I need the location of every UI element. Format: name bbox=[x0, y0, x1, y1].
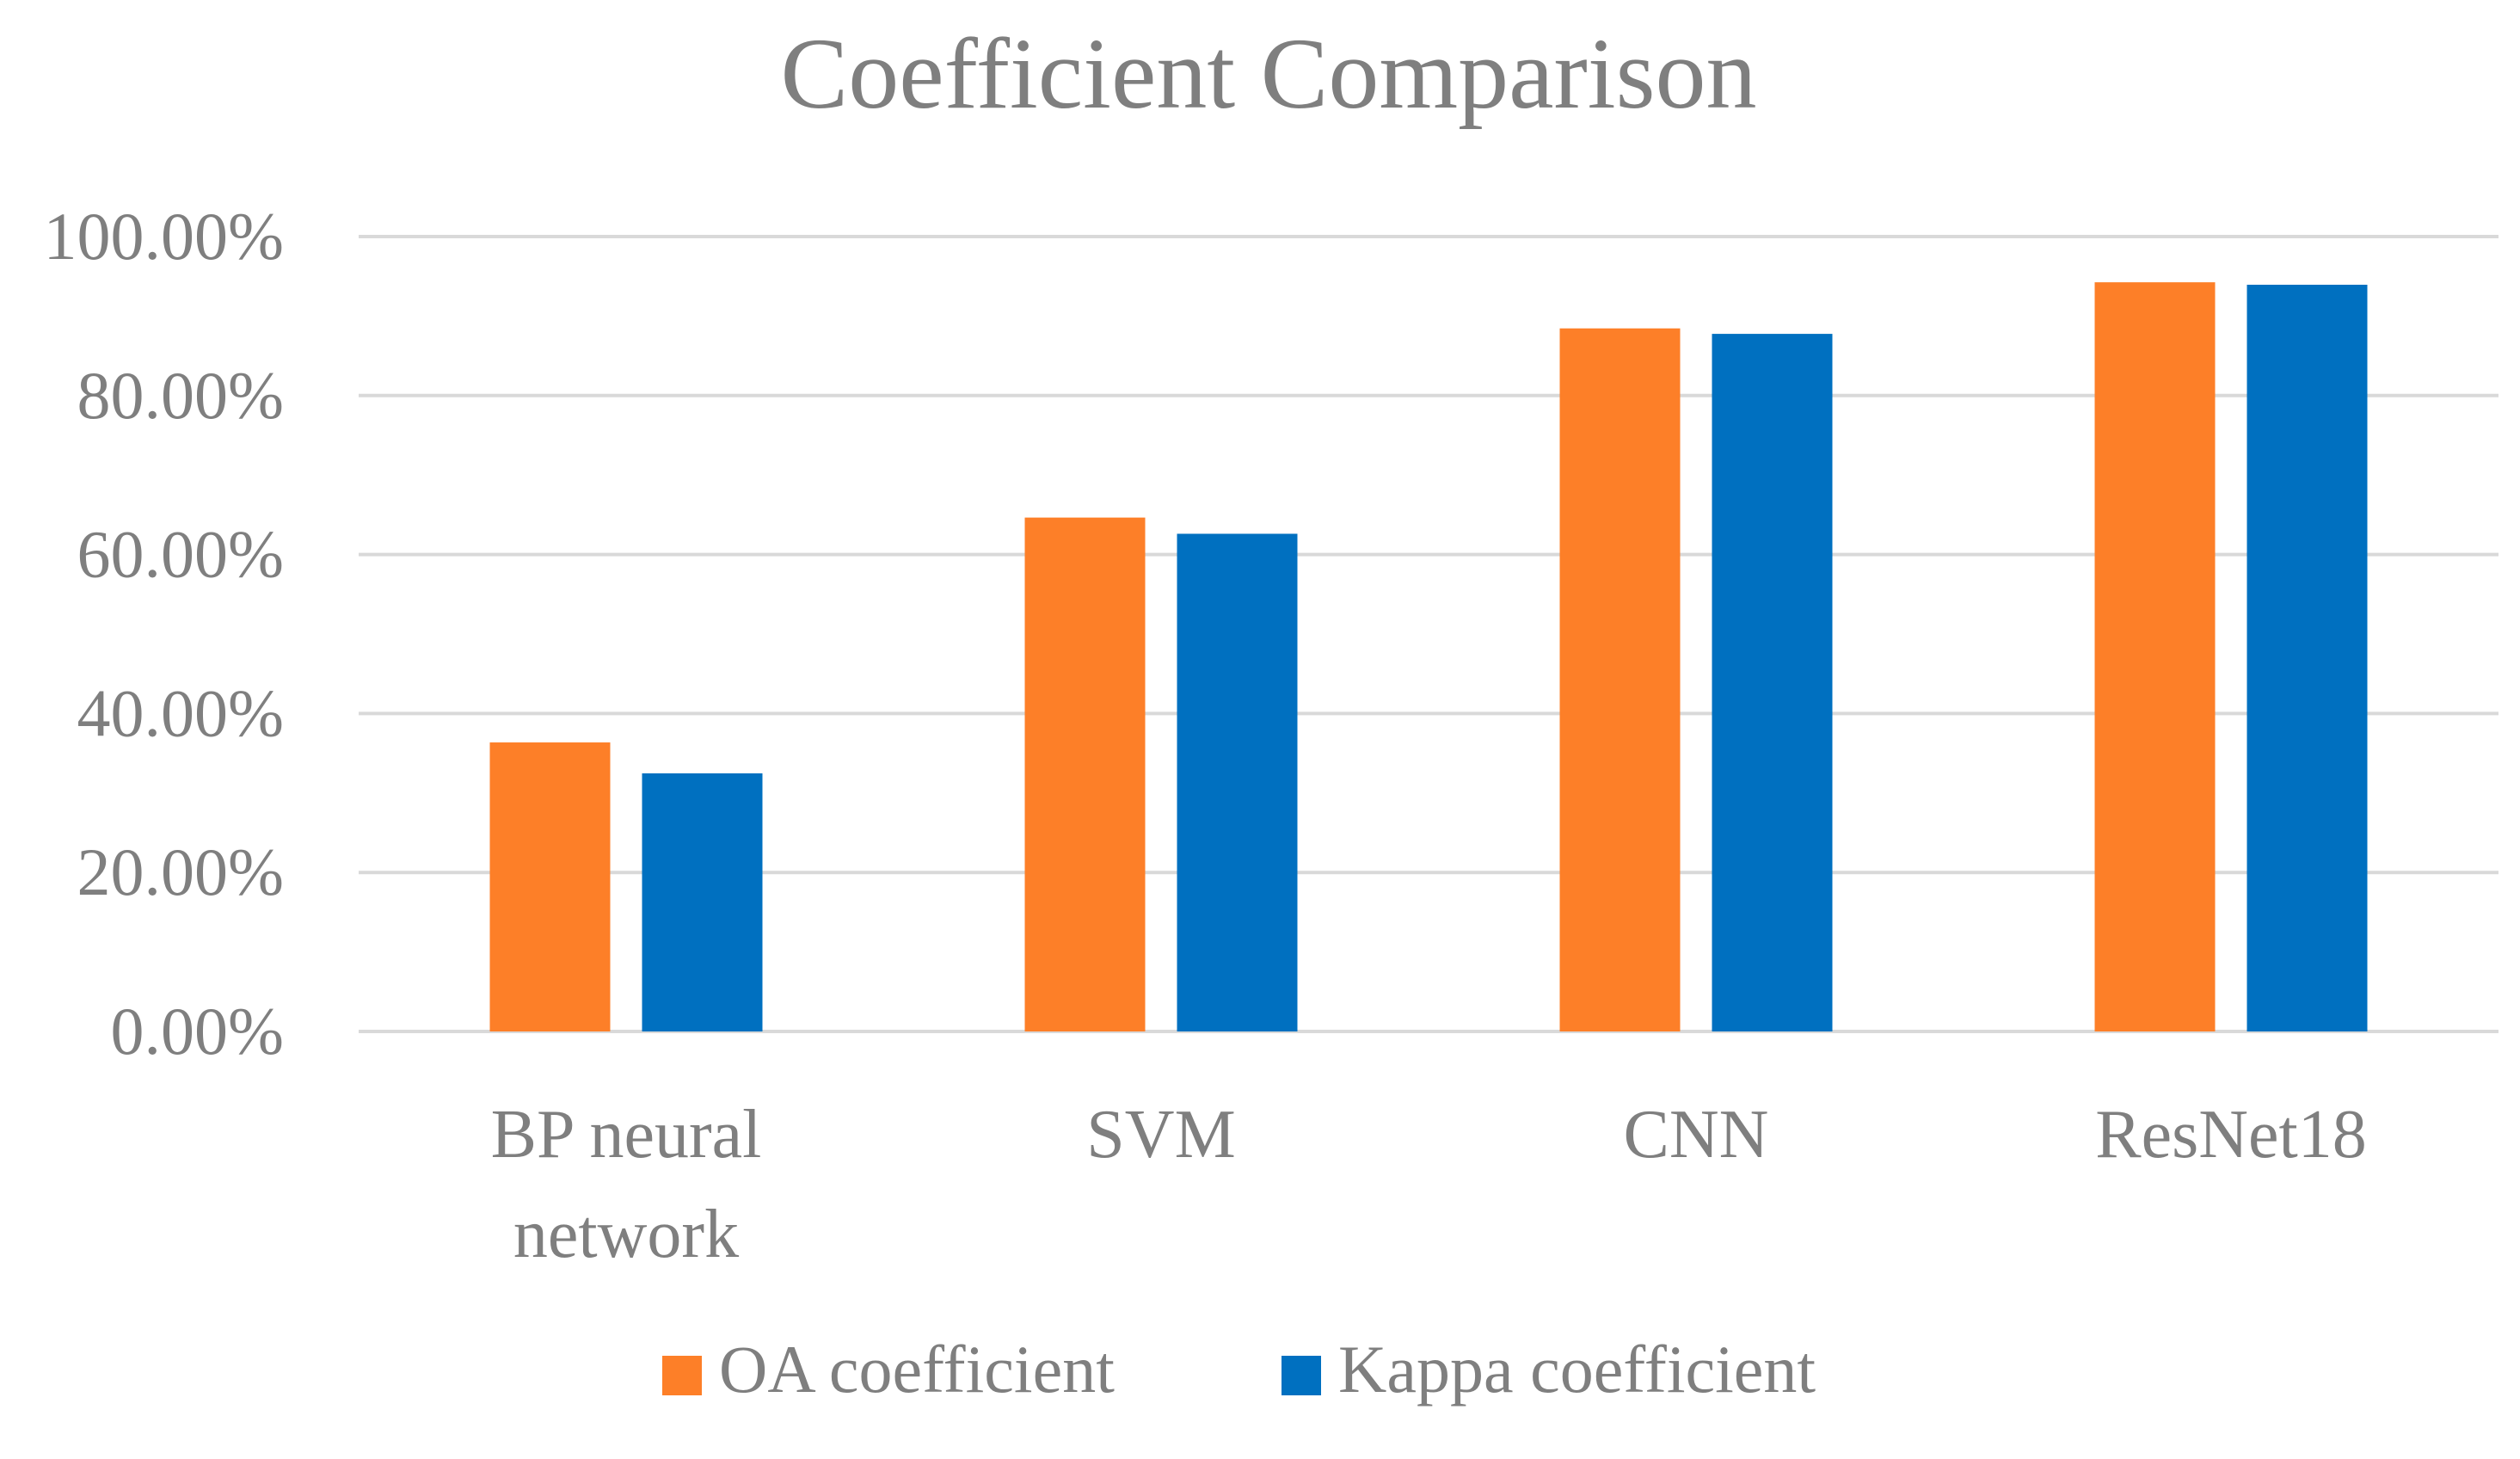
chart-title: Coefficient Comparison bbox=[780, 17, 1756, 130]
bar bbox=[1177, 533, 1298, 1031]
bar bbox=[1559, 328, 1681, 1031]
bar bbox=[1712, 334, 1833, 1031]
legend-swatch bbox=[662, 1356, 702, 1395]
y-tick-label: 0.00% bbox=[111, 994, 284, 1068]
x-category-label-line: network bbox=[513, 1197, 739, 1272]
legend: OA coefficient Kappa coefficient bbox=[662, 1332, 1816, 1407]
legend-entry: OA coefficient bbox=[662, 1332, 1115, 1407]
legend-label: OA coefficient bbox=[719, 1332, 1115, 1407]
bar bbox=[642, 773, 763, 1031]
bar bbox=[2246, 284, 2368, 1031]
y-tick-label: 40.00% bbox=[77, 675, 284, 750]
x-category-label-line: SVM bbox=[1086, 1097, 1235, 1173]
x-category-label-line: CNN bbox=[1624, 1097, 1769, 1173]
y-tick-label: 20.00% bbox=[77, 834, 284, 909]
legend-entry: Kappa coefficient bbox=[1282, 1332, 1816, 1407]
x-category-label: ResNet18 bbox=[2095, 1097, 2367, 1173]
bar bbox=[1024, 517, 1146, 1031]
x-axis-category-labels: BP neural network SVM CNN ResNet18 bbox=[491, 1097, 2367, 1272]
legend-label: Kappa coefficient bbox=[1338, 1332, 1816, 1407]
y-tick-label: 100.00% bbox=[44, 199, 284, 274]
x-category-label: SVM bbox=[1086, 1097, 1235, 1173]
x-category-label-line: ResNet18 bbox=[2095, 1097, 2367, 1173]
bar bbox=[489, 742, 611, 1031]
x-category-label: CNN bbox=[1624, 1097, 1769, 1173]
x-category-label: BP neural network bbox=[491, 1097, 762, 1272]
y-tick-label: 80.00% bbox=[77, 358, 284, 433]
legend-swatch bbox=[1282, 1356, 1321, 1395]
y-axis-tick-labels: 0.00% 20.00% 40.00% 60.00% 80.00% 100.00% bbox=[44, 199, 284, 1068]
x-category-label-line: BP neural bbox=[491, 1097, 762, 1173]
bar bbox=[2094, 282, 2216, 1031]
y-tick-label: 60.00% bbox=[77, 517, 284, 592]
bar-layer bbox=[489, 282, 2368, 1031]
